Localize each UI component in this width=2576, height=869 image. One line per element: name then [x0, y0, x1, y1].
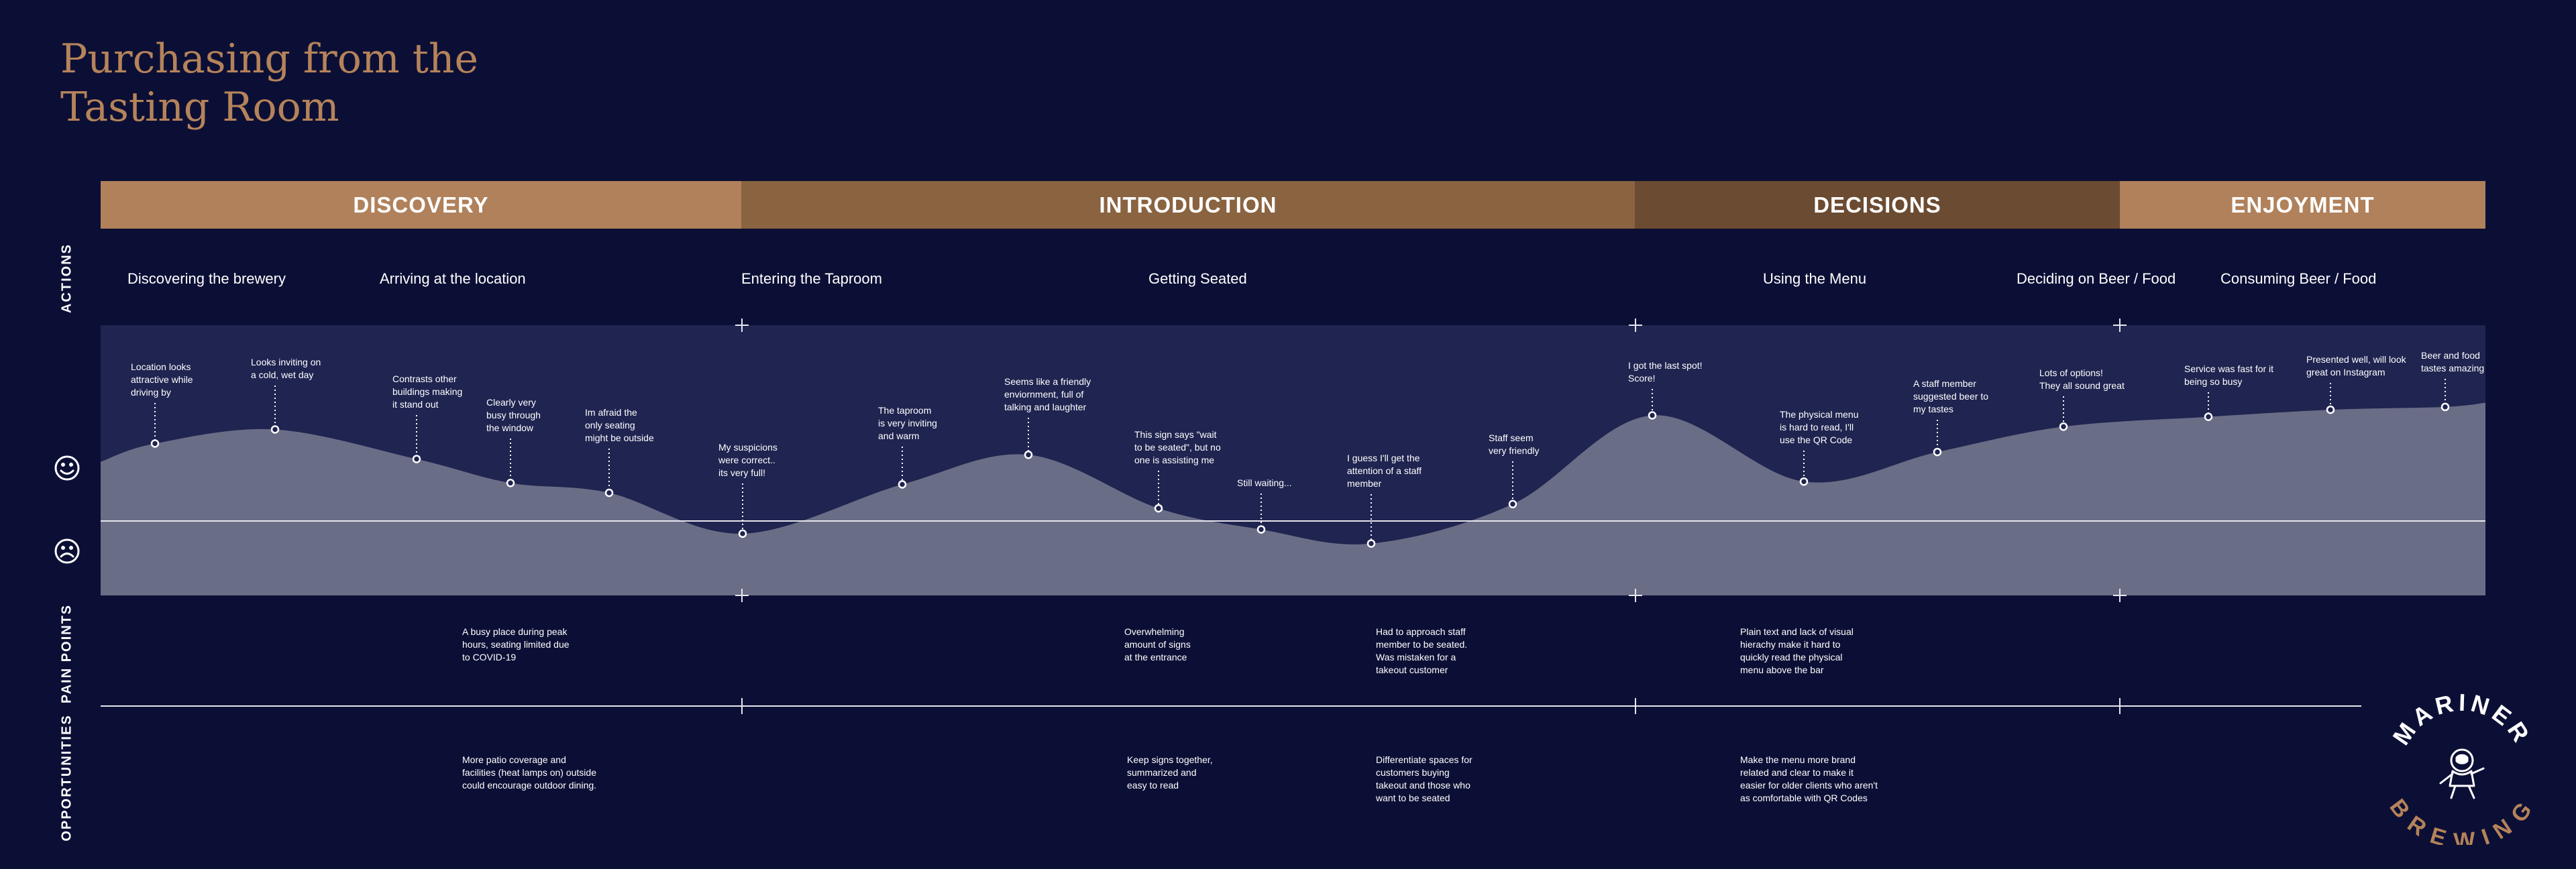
sentiment-point — [1508, 500, 1517, 509]
phase-discovery: DISCOVERY — [101, 181, 741, 229]
mariner-brewing-logo: MARINER BREWING — [2385, 691, 2539, 845]
sentiment-point — [150, 439, 160, 448]
sentiment-note: I got the last spot! Score! — [1628, 360, 1703, 384]
sentiment-note: Seems like a friendly enviornment, full … — [1004, 376, 1091, 412]
sentiment-note: Service was fast for it being so busy — [2184, 363, 2274, 387]
page-title: Purchasing from the Tasting Room — [60, 35, 478, 131]
sentiment-note: My suspicions were correct.. its very fu… — [718, 442, 777, 478]
sentiment-note: Beer and food tastes amazing — [2421, 350, 2485, 373]
sentiment-point — [270, 425, 280, 434]
sentiment-point — [1366, 539, 1376, 548]
sentiment-note: Location looks attractive while driving … — [131, 361, 193, 398]
sentiment-point — [1256, 525, 1266, 534]
title-line-1: Purchasing from the — [60, 36, 479, 82]
sentiment-note: Lots of options! They all sound great — [2039, 367, 2125, 391]
sentiment-point — [1799, 477, 1809, 486]
action-consuming: Consuming Beer / Food — [2220, 270, 2377, 287]
astronaut-icon — [2439, 748, 2485, 799]
sentiment-point — [506, 479, 515, 487]
pain-point: Had to approach staff member to be seate… — [1376, 626, 1468, 675]
sentiment-note: Presented well, will look great on Insta… — [2306, 354, 2406, 378]
sentiment-point — [1648, 411, 1657, 420]
sentiment-note: This sign says "wait to be seated", but … — [1134, 429, 1221, 465]
sentiment-markers — [150, 402, 2450, 548]
sentiment-point — [1154, 504, 1163, 513]
smiley-face-icon — [54, 455, 80, 481]
sentiment-area — [101, 402, 2485, 595]
sentiment-note: I guess I'll get the attention of a staf… — [1347, 453, 1422, 489]
action-getting-seated: Getting Seated — [1148, 270, 1247, 287]
sentiment-note: The taproom is very inviting and warm — [878, 405, 937, 441]
phase-introduction: INTRODUCTION — [741, 181, 1635, 229]
action-deciding: Deciding on Beer / Food — [2017, 270, 2176, 287]
title-line-2: Tasting Room — [60, 84, 339, 131]
sentiment-point — [412, 455, 421, 463]
opportunity: Keep signs together, summarized and easy… — [1127, 754, 1213, 791]
action-using-menu: Using the Menu — [1763, 270, 1867, 287]
pain-point: Overwhelming amount of signs at the entr… — [1124, 626, 1191, 662]
pain-point: Plain text and lack of visual hierachy m… — [1740, 626, 1854, 675]
action-arriving: Arriving at the location — [380, 270, 526, 287]
sentiment-note: A staff member suggested beer to my tast… — [1913, 378, 1989, 414]
sentiment-note: Looks inviting on a cold, wet day — [251, 357, 321, 380]
pain-point: A busy place during peak hours, seating … — [462, 626, 570, 662]
phase-decisions: DECISIONS — [1635, 181, 2120, 229]
sentiment-note: Staff seem very friendly — [1489, 432, 1540, 456]
phase-boundary-marks — [735, 318, 2127, 602]
row-divider — [101, 698, 2361, 714]
sentiment-point — [2059, 422, 2068, 431]
sentiment-note: Clearly very busy through the window — [486, 397, 541, 433]
sentiment-point — [2204, 412, 2213, 421]
sentiment-note: Contrasts other buildings making it stan… — [392, 373, 463, 410]
action-discovering: Discovering the brewery — [127, 270, 286, 287]
sentiment-point — [738, 529, 747, 538]
sentiment-point — [898, 480, 907, 489]
sad-face-icon — [54, 538, 80, 564]
sentiment-point — [2326, 405, 2335, 414]
sentiment-point — [1933, 447, 1942, 457]
logo-bottom-text: BREWING — [2385, 795, 2539, 845]
opportunity: Make the menu more brand related and cle… — [1740, 754, 1878, 803]
sentiment-point — [1024, 451, 1033, 459]
opportunity: Differentiate spaces for customers buyin… — [1376, 754, 1472, 803]
sentiment-note: The physical menu is hard to read, I'll … — [1780, 409, 1859, 445]
action-entering: Entering the Taproom — [741, 270, 882, 287]
opportunity: More patio coverage and facilities (heat… — [462, 754, 597, 791]
sentiment-note: Im afraid the only seating might be outs… — [585, 407, 654, 443]
logo-top-text: MARINER — [2387, 691, 2536, 750]
sentiment-point — [2440, 402, 2450, 412]
sentiment-point — [604, 488, 614, 498]
sentiment-note: Still waiting... — [1237, 477, 1292, 488]
point-leaders — [154, 379, 2446, 540]
phase-enjoyment: ENJOYMENT — [2120, 181, 2485, 229]
